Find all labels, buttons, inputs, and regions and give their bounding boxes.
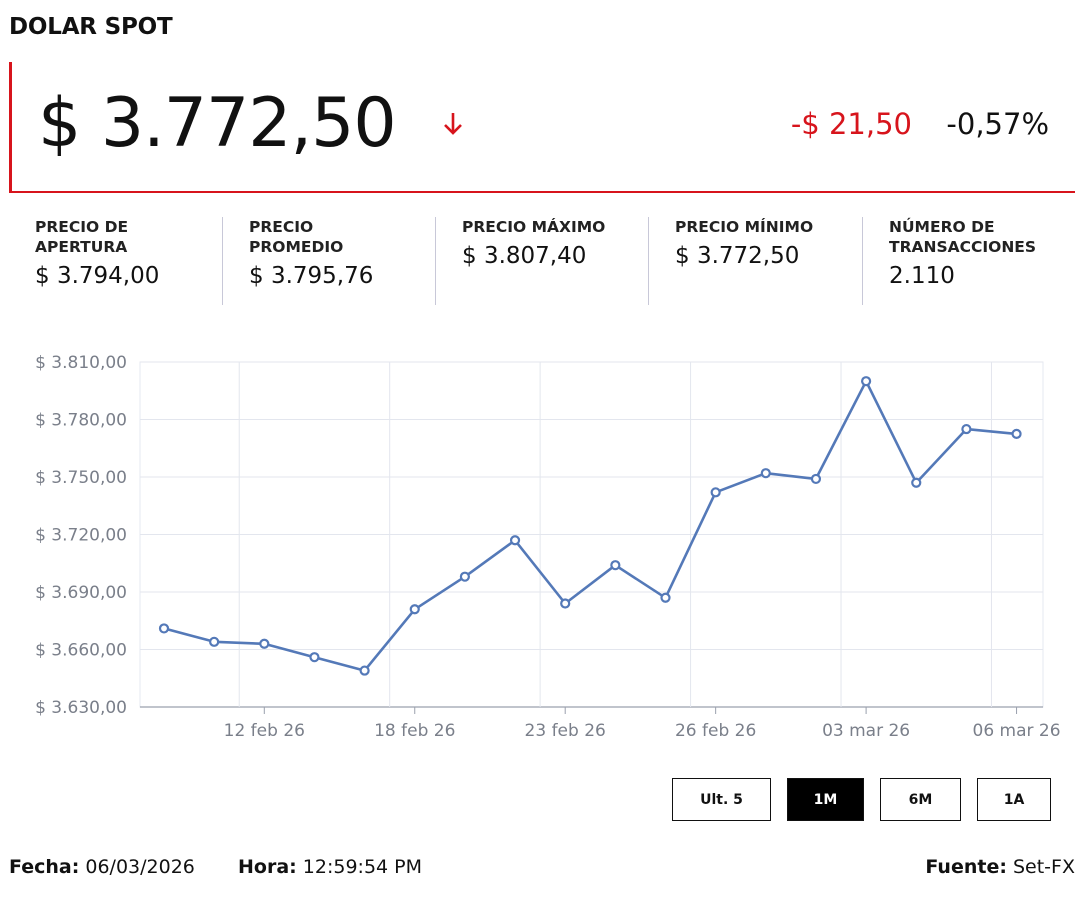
stat-value: $ 3.794,00 xyxy=(35,263,160,289)
source-info: Fuente: Set-FX xyxy=(925,856,1075,878)
stat-value: $ 3.807,40 xyxy=(462,243,587,269)
data-point xyxy=(1011,428,1022,439)
price-change-absolute: -$ 21,50 xyxy=(790,107,912,141)
stat-opening-price: PRECIO DE APERTURA $ 3.794,00 xyxy=(9,217,222,305)
stat-average-price: PRECIO PROMEDIO $ 3.795,76 xyxy=(222,217,435,305)
stat-label: PRECIO DE APERTURA xyxy=(35,218,129,256)
time-info: Hora: 12:59:54 PM xyxy=(238,856,423,878)
stat-label: PRECIO PROMEDIO xyxy=(249,218,344,256)
range-button-6m[interactable]: 6M xyxy=(880,778,961,821)
price-line-chart: $ 3.630,00 $ 3.660,00 $ 3.690,00 $ 3.720,00… xyxy=(35,353,1061,741)
stat-value: $ 3.795,76 xyxy=(249,263,374,289)
range-selector: Ult. 5 1M 6M 1A xyxy=(672,778,1052,821)
x-tick-label: 26 feb 26 xyxy=(675,721,756,741)
quote-panel: $ 3.772,50 -$ 21,50 -0,57% xyxy=(9,62,1075,193)
range-button-1a[interactable]: 1A xyxy=(977,778,1051,821)
footer: Fecha: 06/03/2026 Hora: 12:59:54 PM Fuen… xyxy=(9,856,1075,882)
data-point xyxy=(209,636,220,647)
stat-value: $ 3.772,50 xyxy=(675,243,800,269)
stat-label: NÚMERO DE TRANSACCIONES xyxy=(889,218,1037,256)
y-tick-label: $ 3.690,00 xyxy=(35,583,127,603)
y-tick-label: $ 3.720,00 xyxy=(35,526,127,546)
stat-min-price: PRECIO MÍNIMO $ 3.772,50 xyxy=(648,217,862,305)
data-point xyxy=(359,665,370,676)
data-point xyxy=(509,535,521,546)
data-point xyxy=(710,487,721,498)
data-point xyxy=(309,652,320,663)
range-button-last-5[interactable]: Ult. 5 xyxy=(672,778,771,821)
data-point xyxy=(610,560,621,571)
y-tick-label: $ 3.780,00 xyxy=(35,411,127,431)
stat-max-price: PRECIO MÁXIMO $ 3.807,40 xyxy=(435,217,648,305)
data-point xyxy=(660,592,671,603)
page-title: DOLAR SPOT xyxy=(9,14,173,40)
y-tick-label: $ 3.660,00 xyxy=(35,641,127,661)
x-tick-label: 18 feb 26 xyxy=(374,721,455,741)
data-point xyxy=(810,473,822,485)
data-point xyxy=(860,376,872,387)
y-tick-label: $ 3.630,00 xyxy=(35,698,127,718)
stat-value: 2.110 xyxy=(889,263,955,289)
y-tick-label: $ 3.810,00 xyxy=(35,353,127,373)
x-tick-label: 03 mar 26 xyxy=(822,721,910,741)
data-point xyxy=(760,468,771,479)
range-button-1m[interactable]: 1M xyxy=(787,778,864,821)
stat-label: PRECIO MÍNIMO xyxy=(675,218,814,236)
series-line xyxy=(163,379,1017,672)
stat-label: PRECIO MÁXIMO xyxy=(462,218,606,236)
data-point xyxy=(409,604,420,615)
date-info: Fecha: 06/03/2026 xyxy=(9,856,195,878)
stat-transactions: NÚMERO DE TRANSACCIONES 2.110 xyxy=(862,217,1075,305)
x-tick-label: 06 mar 26 xyxy=(973,721,1061,741)
data-point xyxy=(259,638,270,649)
price-change-percent: -0,57% xyxy=(946,107,1049,141)
stats-row: PRECIO DE APERTURA $ 3.794,00 PRECIO PROME… xyxy=(9,217,1075,305)
arrow-down-icon xyxy=(444,113,462,135)
x-tick-label: 12 feb 26 xyxy=(224,721,305,741)
data-point xyxy=(158,623,170,634)
data-point xyxy=(911,477,922,488)
data-point xyxy=(560,598,571,609)
x-tick-label: 23 feb 26 xyxy=(525,721,606,741)
data-point xyxy=(961,423,972,435)
data-point xyxy=(459,571,470,582)
y-tick-label: $ 3.750,00 xyxy=(35,468,127,488)
current-price: $ 3.772,50 xyxy=(38,84,397,163)
